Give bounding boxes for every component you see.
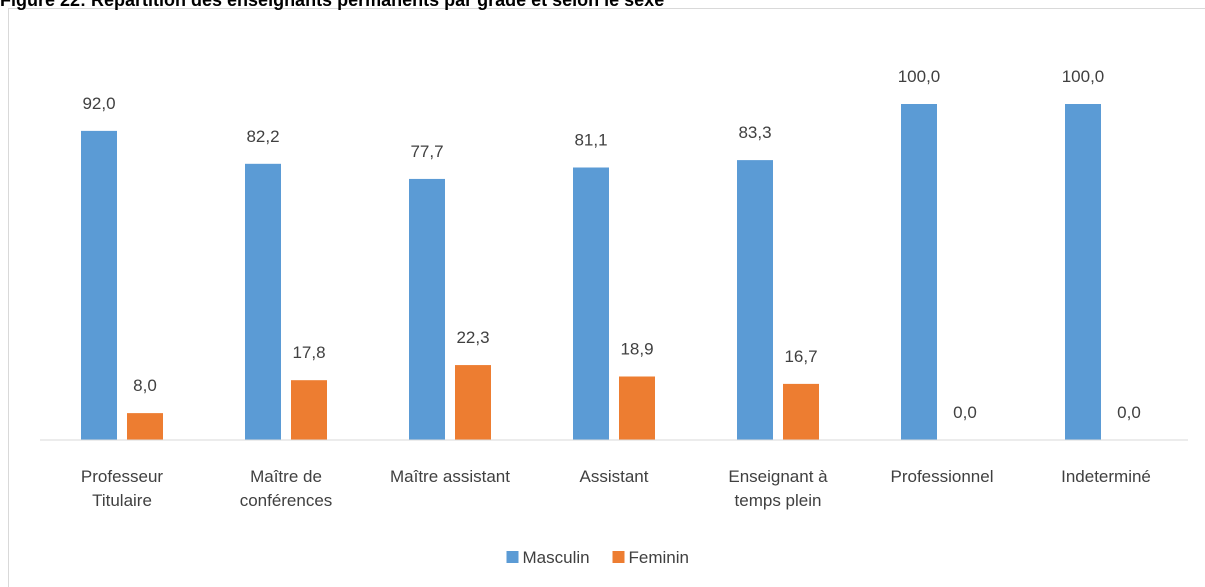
data-label: 100,0 (1062, 67, 1105, 86)
bar (409, 178, 445, 441)
bar (245, 163, 281, 441)
data-label: 22,3 (456, 328, 489, 347)
bar (901, 104, 937, 440)
data-label: 77,7 (410, 142, 443, 161)
data-label: 0,0 (953, 403, 977, 422)
data-label: 83,3 (738, 123, 771, 142)
legend-label: Feminin (629, 548, 689, 567)
bar (291, 380, 327, 440)
bar (573, 167, 609, 440)
bar (619, 376, 655, 440)
legend-swatch (506, 551, 519, 563)
bar (455, 365, 491, 440)
data-label: 100,0 (898, 67, 941, 86)
chart-title: Figure 22: Répartition des enseignants p… (0, 0, 664, 10)
bar (1065, 104, 1101, 440)
legend-swatch (612, 551, 625, 563)
bar (81, 130, 117, 440)
data-label: 8,0 (133, 376, 157, 395)
data-label: 92,0 (82, 94, 115, 113)
bar (737, 160, 773, 440)
x-tick-label: Maître de conférences (240, 467, 333, 510)
data-label: 82,2 (246, 127, 279, 146)
data-label: 0,0 (1117, 403, 1141, 422)
data-label: 16,7 (784, 347, 817, 366)
bar (783, 383, 819, 440)
x-tick-label: Professionnel (890, 467, 993, 486)
x-tick-label: Indeterminé (1061, 467, 1151, 486)
x-tick-label: Enseignant à temps plein (728, 467, 828, 510)
data-label: 81,1 (574, 131, 607, 150)
chart-frame (8, 8, 1205, 587)
bar (127, 413, 163, 440)
x-tick-label: Professeur Titulaire (81, 467, 164, 510)
data-label: 17,8 (292, 343, 325, 362)
x-tick-label: Assistant (580, 467, 649, 486)
data-label: 18,9 (620, 339, 653, 358)
x-tick-label: Maître assistant (390, 467, 510, 486)
legend-label: Masculin (523, 548, 590, 567)
